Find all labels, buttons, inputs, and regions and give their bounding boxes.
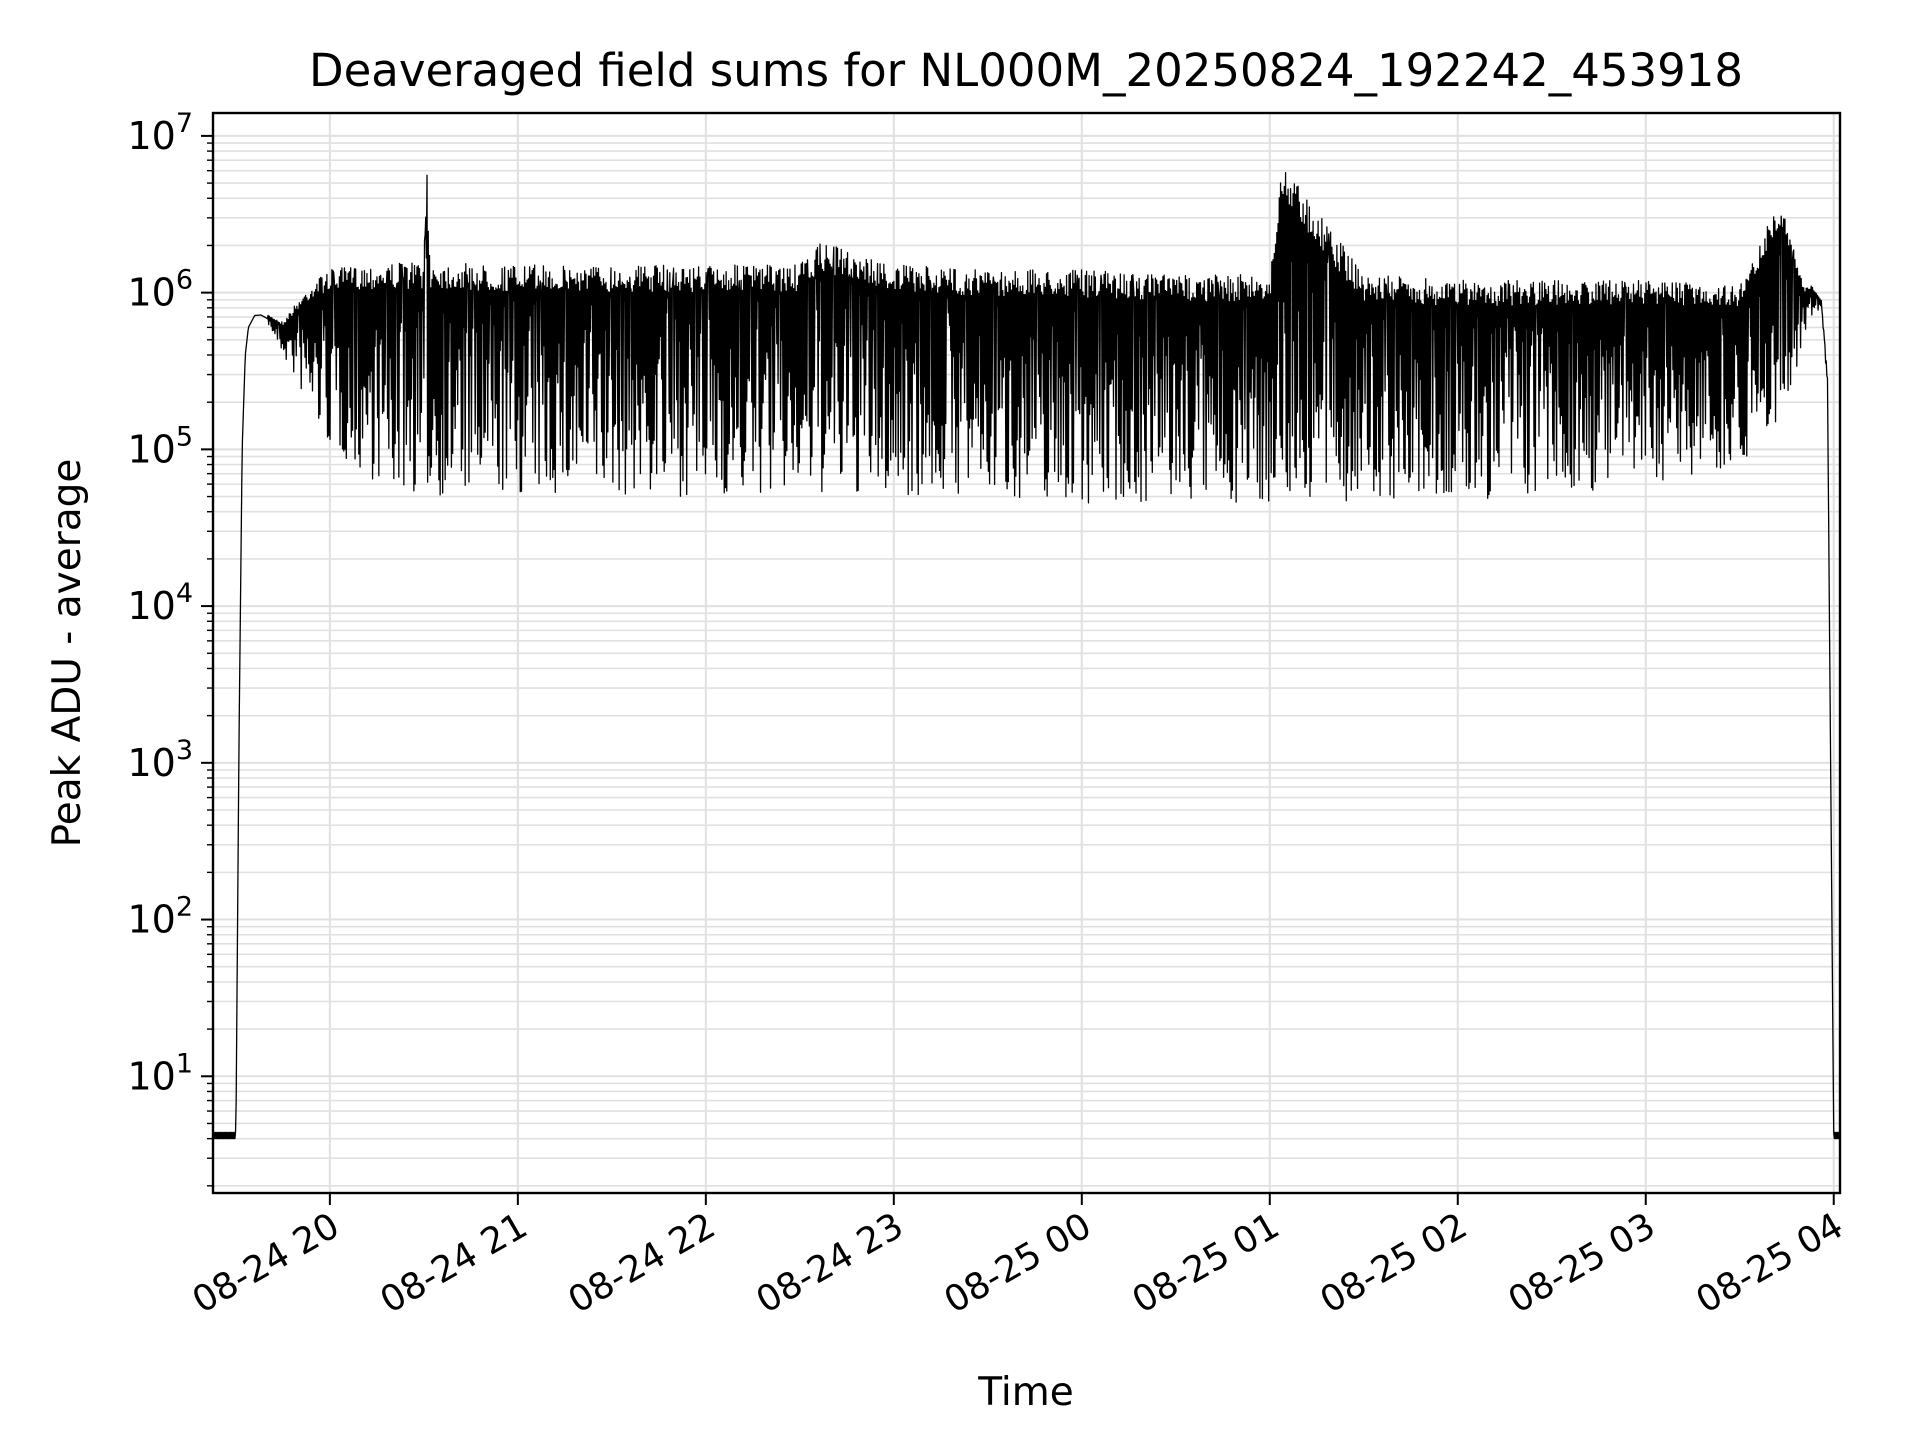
y-tick-base: 10 — [127, 1054, 175, 1098]
y-tick-exponent: 2 — [176, 892, 193, 923]
y-tick-base: 10 — [127, 271, 175, 315]
y-tick-label: 104 — [127, 578, 193, 628]
y-tick-base: 10 — [127, 427, 175, 471]
y-tick-exponent: 7 — [176, 108, 193, 139]
series-line — [212, 172, 1841, 1140]
chart-title: Deaveraged field sums for NL000M_2025082… — [309, 44, 1743, 97]
y-tick-label: 106 — [127, 265, 193, 315]
y-tick-exponent: 1 — [176, 1048, 193, 1079]
y-tick-label: 103 — [127, 735, 193, 785]
y-tick-base: 10 — [127, 741, 175, 785]
y-tick-exponent: 4 — [176, 578, 193, 609]
y-tick-base: 10 — [127, 898, 175, 942]
series-layer — [212, 172, 1841, 1140]
x-axis-label: Time — [977, 1370, 1073, 1415]
y-tick-base: 10 — [127, 584, 175, 628]
y-tick-label: 107 — [127, 108, 193, 158]
y-tick-base: 10 — [127, 114, 175, 158]
y-tick-exponent: 5 — [176, 421, 193, 452]
y-tick-exponent: 3 — [176, 735, 193, 766]
y-tick-label: 102 — [127, 892, 193, 942]
y-tick-label: 101 — [127, 1048, 193, 1098]
y-tick-exponent: 6 — [176, 265, 193, 296]
y-axis-label: Peak ADU - average — [45, 459, 90, 848]
y-tick-label: 105 — [127, 421, 193, 471]
